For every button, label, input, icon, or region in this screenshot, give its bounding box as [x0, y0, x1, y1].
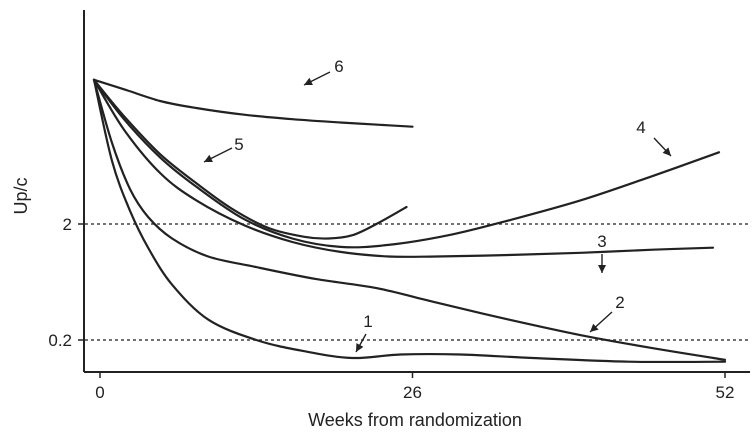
y-axis-label: Up/c	[11, 177, 31, 214]
y-tick-label-0.2: 0.2	[48, 331, 72, 350]
series-4-line	[94, 80, 719, 248]
x-tick-label-0: 0	[95, 383, 104, 402]
curve-labels: 1 2 3 4 5 6	[204, 57, 671, 352]
curve-label-3: 3	[597, 232, 606, 251]
y-ticks: 0.22	[48, 215, 84, 350]
series-5-line	[94, 80, 407, 239]
series-2-line	[94, 80, 725, 360]
x-tick-label-26: 26	[403, 383, 422, 402]
series-1-line	[94, 80, 725, 362]
series-6-line	[94, 80, 413, 127]
curve-label-1: 1	[363, 312, 372, 331]
curve-label-5: 5	[234, 135, 243, 154]
x-tick-label-52: 52	[716, 383, 735, 402]
curves	[94, 80, 725, 362]
curve-label-4: 4	[636, 118, 645, 137]
curve-label-6: 6	[334, 57, 343, 76]
y-tick-label-2: 2	[63, 215, 72, 234]
x-axis-label: Weeks from randomization	[308, 410, 522, 430]
x-ticks: 0 26 52	[95, 372, 734, 402]
curve-label-2: 2	[615, 293, 624, 312]
curve-arrow-3-head	[598, 265, 606, 273]
